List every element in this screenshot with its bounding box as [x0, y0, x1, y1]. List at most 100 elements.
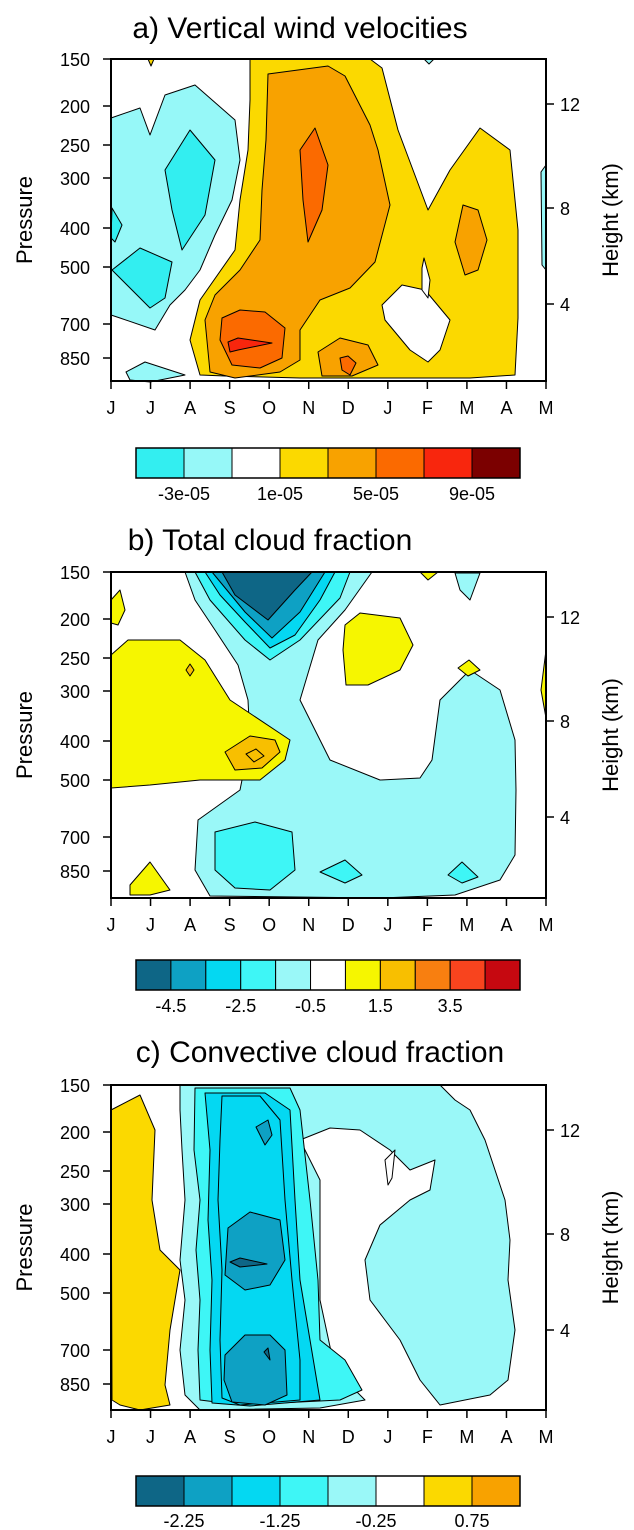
y-tick-label: 700	[60, 828, 90, 848]
panel-title: a) Vertical wind velocities	[132, 12, 467, 45]
colorbar-swatch	[471, 447, 521, 479]
x-tick-label: S	[224, 1427, 236, 1447]
y2-tick-label: 8	[560, 1225, 570, 1245]
contour-region	[299, 127, 329, 243]
axes: J J A S O N D J F M A M 150 200 250 300 400 500 700 850 12 8 4…	[12, 563, 623, 935]
x-tick-label: J	[146, 1427, 155, 1447]
y-tick-label: 500	[60, 771, 90, 791]
x-tick-label: A	[184, 915, 196, 935]
colorbar-swatch	[484, 959, 521, 991]
contour-region	[147, 58, 155, 67]
colorbar-swatch	[240, 959, 277, 991]
colorbar-swatch	[135, 959, 172, 991]
contour-region	[457, 659, 481, 677]
panel-convective-cloud: c) Convective cloud fraction J J A S O N D J F M A…	[12, 1036, 623, 1447]
colorbar-swatch	[183, 1475, 233, 1507]
x-tick-label: M	[459, 1427, 474, 1447]
x-tick-label: A	[500, 915, 512, 935]
colorbar-label: 9e-05	[449, 484, 495, 504]
contour-region	[164, 129, 216, 251]
contour-region	[110, 1094, 181, 1411]
colorbar-swatch	[327, 1475, 377, 1507]
colorbar-swatch	[135, 1475, 185, 1507]
contour-fills	[110, 58, 547, 383]
y2-tick-label: 8	[560, 712, 570, 732]
x-tick-label: A	[184, 1427, 196, 1447]
colorbar-swatch	[135, 447, 185, 479]
y-tick-label: 700	[60, 1341, 90, 1361]
contour-region	[454, 204, 488, 276]
colorbar-swatch	[423, 1475, 473, 1507]
x-tick-label: A	[184, 398, 196, 418]
colorbar-label: -0.25	[355, 1511, 396, 1530]
colorbar-label: 0.75	[454, 1511, 489, 1530]
x-tick-label: J	[383, 915, 392, 935]
contour-region	[219, 309, 286, 369]
x-tick-label: O	[262, 915, 276, 935]
y-axis-label: Pressure	[12, 1203, 37, 1291]
colorbar-label: 3.5	[438, 996, 463, 1016]
y2-tick-label: 4	[560, 808, 570, 828]
y-tick-label: 150	[60, 563, 90, 583]
y2-tick-label: 4	[560, 295, 570, 315]
contour-region	[224, 1211, 286, 1291]
y2-axis-label: Height (km)	[598, 678, 623, 792]
colorbar-swatch	[170, 959, 207, 991]
x-tick-label: N	[302, 398, 315, 418]
contour-region	[229, 1257, 268, 1268]
contour-region	[319, 859, 363, 884]
x-tick-label: S	[224, 915, 236, 935]
colorbar-frame	[135, 959, 521, 991]
colorbar-convective-cloud: -2.25 -1.25 -0.25 0.75	[135, 1475, 521, 1530]
plot-frame	[110, 58, 547, 382]
colorbar-swatch	[279, 447, 329, 479]
contour-region	[339, 355, 357, 376]
colorbar-swatch	[279, 1475, 329, 1507]
x-tick-label: M	[459, 398, 474, 418]
y-tick-label: 150	[60, 1076, 90, 1096]
contour-fills	[110, 1084, 516, 1411]
contour-region	[125, 361, 186, 383]
colorbar-swatch	[375, 1475, 425, 1507]
contour-region	[245, 748, 265, 763]
y-tick-label: 250	[60, 649, 90, 669]
panel-total-cloud: b) Total cloud fraction	[12, 524, 623, 935]
y-tick-label: 700	[60, 315, 90, 335]
x-tick-label: S	[224, 398, 236, 418]
y-tick-label: 300	[60, 682, 90, 702]
colorbar-swatch	[449, 959, 486, 991]
contour-region	[447, 861, 479, 884]
colorbar-swatch	[231, 1475, 281, 1507]
colorbar-label: -1.25	[259, 1511, 300, 1530]
x-tick-label: N	[302, 915, 315, 935]
x-tick-label: A	[500, 398, 512, 418]
contour-region	[214, 821, 296, 891]
colorbar-swatch	[231, 447, 281, 479]
panel-title: c) Convective cloud fraction	[136, 1036, 505, 1069]
colorbar-label: 1e-05	[257, 484, 303, 504]
contour-region	[111, 247, 173, 309]
x-tick-label: D	[342, 1427, 355, 1447]
colorbar-vertical-wind: -3e-05 1e-05 5e-05 9e-05	[135, 447, 521, 504]
x-tick-label: M	[459, 915, 474, 935]
colorbar-label: 5e-05	[353, 484, 399, 504]
colorbar-swatch	[375, 447, 425, 479]
x-tick-label: N	[302, 1427, 315, 1447]
contour-region	[110, 589, 126, 626]
y2-tick-label: 12	[560, 608, 580, 628]
panel-title: b) Total cloud fraction	[128, 524, 413, 557]
contour-region	[342, 612, 414, 686]
x-tick-label: D	[342, 915, 355, 935]
colorbar-label: 1.5	[368, 996, 393, 1016]
colorbar-swatch	[414, 959, 451, 991]
y-tick-label: 250	[60, 136, 90, 156]
x-tick-label: F	[422, 398, 433, 418]
contour-fills	[110, 571, 547, 899]
x-tick-label: M	[539, 915, 554, 935]
contour-region	[421, 257, 431, 299]
colorbar-label: -0.5	[295, 996, 326, 1016]
x-tick-label: M	[539, 398, 554, 418]
colorbar-frame	[135, 447, 521, 479]
y-tick-label: 850	[60, 349, 90, 369]
colorbar-label: -4.5	[155, 996, 186, 1016]
